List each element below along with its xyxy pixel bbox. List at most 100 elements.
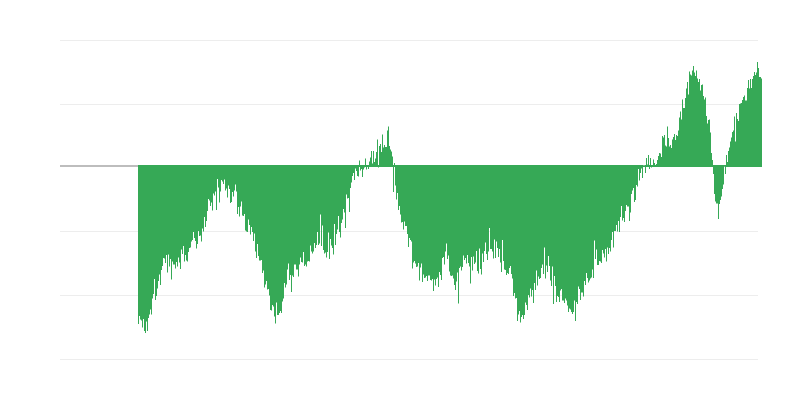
bar (702, 84, 703, 167)
bar (711, 152, 712, 167)
bar (485, 165, 486, 243)
bar (232, 165, 233, 192)
bar (477, 165, 478, 271)
bar (576, 165, 577, 302)
bar (223, 165, 224, 184)
bar (173, 165, 174, 265)
bar (369, 161, 370, 167)
bar (515, 165, 516, 299)
bar (335, 165, 336, 245)
bar (526, 165, 527, 305)
bar (292, 165, 293, 276)
bar (198, 165, 199, 231)
bar (171, 165, 172, 280)
bar (333, 165, 334, 255)
bar (251, 165, 252, 227)
bar (200, 165, 201, 236)
bar (741, 102, 742, 167)
bar (314, 165, 315, 244)
bar (613, 165, 614, 248)
bar (149, 165, 150, 315)
bar (167, 165, 168, 273)
bar (303, 165, 304, 252)
bar (658, 155, 659, 167)
bar (271, 165, 272, 311)
bar (321, 165, 322, 247)
bar (552, 165, 553, 267)
bar (245, 165, 246, 231)
bar (370, 157, 371, 167)
bar (590, 165, 591, 279)
bar (679, 117, 680, 167)
bar (669, 146, 670, 167)
bar (735, 141, 736, 167)
bar (465, 165, 466, 259)
bar (689, 71, 690, 167)
bar (681, 119, 682, 167)
bar (343, 165, 344, 210)
bar (164, 165, 165, 259)
bar (254, 165, 255, 234)
bar (159, 165, 160, 275)
bar (150, 165, 151, 310)
bar (571, 165, 572, 312)
bar (447, 165, 448, 260)
bar (161, 165, 162, 270)
bar (425, 165, 426, 278)
bar (549, 165, 550, 267)
bar (206, 165, 207, 222)
bar (157, 165, 158, 289)
bar (553, 165, 554, 305)
bar (750, 78, 751, 167)
bar (527, 165, 528, 311)
bar (138, 165, 139, 325)
bar (726, 154, 727, 167)
bar (525, 165, 526, 303)
bar (359, 160, 360, 167)
bar (550, 165, 551, 281)
bar (194, 165, 195, 239)
bar (231, 165, 232, 202)
bar (649, 165, 650, 169)
bar (152, 165, 153, 299)
bar (617, 165, 618, 232)
bar (431, 165, 432, 281)
bar (606, 165, 607, 262)
bar (500, 165, 501, 263)
bar (651, 165, 652, 168)
bar (476, 165, 477, 251)
bar (267, 165, 268, 290)
bar (459, 165, 460, 269)
bar (301, 165, 302, 262)
bar (236, 165, 237, 192)
bar (742, 100, 743, 167)
bar (351, 165, 352, 183)
bar (305, 165, 306, 265)
bar (172, 165, 173, 262)
bar (277, 165, 278, 316)
bar (725, 165, 726, 175)
bar (144, 165, 145, 332)
bar (693, 66, 694, 167)
bar (624, 165, 625, 222)
bar (575, 165, 576, 322)
bar (598, 165, 599, 265)
bar (739, 104, 740, 167)
bar (290, 165, 291, 276)
bar (723, 165, 724, 185)
bar (514, 165, 515, 294)
bar (428, 165, 429, 276)
bar (339, 165, 340, 233)
bar (738, 121, 739, 167)
bar (472, 165, 473, 271)
bar (249, 165, 250, 226)
bar (453, 165, 454, 279)
bar (578, 165, 579, 287)
bar (372, 163, 373, 167)
bar (424, 165, 425, 278)
bar (640, 165, 641, 174)
bar (248, 165, 249, 220)
bar (531, 165, 532, 297)
bar (398, 165, 399, 210)
bar (417, 165, 418, 267)
